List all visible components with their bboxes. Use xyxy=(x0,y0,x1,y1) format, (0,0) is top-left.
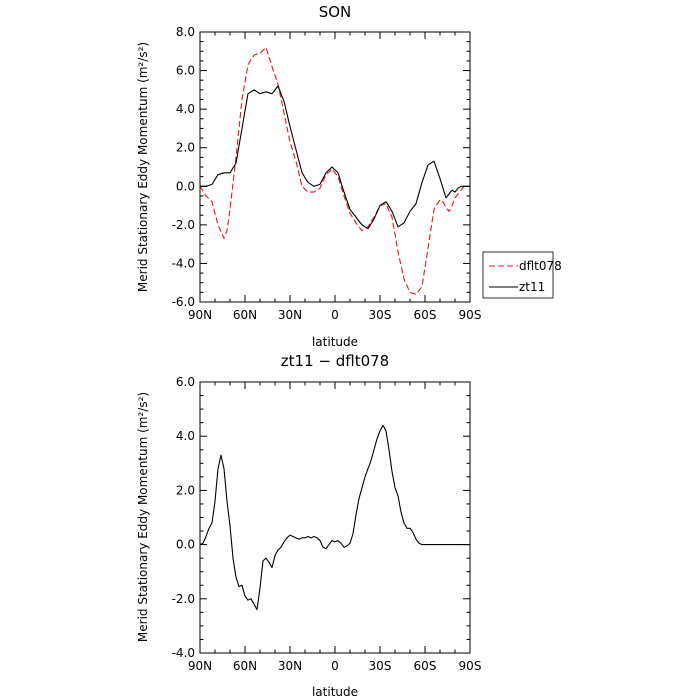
top-x-tick-label: 60S xyxy=(414,308,437,322)
top-y-tick-label: -6.0 xyxy=(172,295,195,309)
top-y-tick-label: 6.0 xyxy=(176,64,195,78)
bottom-y-ticks: -4.0 -2.0 0.0 2.0 4.0 6.0 xyxy=(172,375,470,660)
bottom-plot-frame xyxy=(199,381,471,654)
bottom-series-line-difference xyxy=(199,424,470,611)
bottom-y-tick-label: -4.0 xyxy=(172,646,195,660)
bottom-x-ticks: 90N 60N 30N 0 30S 60S 90S xyxy=(188,382,482,673)
top-plot-frame xyxy=(199,31,471,303)
bottom-y-tick-label: 4.0 xyxy=(176,429,195,443)
bottom-x-tick-label: 60N xyxy=(233,659,257,673)
bottom-y-axis-label: Merid Stationary Eddy Momentum (m²/s²) xyxy=(136,392,150,642)
bottom-x-tick-label: 60S xyxy=(414,659,437,673)
top-x-tick-label: 60N xyxy=(233,308,257,322)
top-x-ticks: 90N 60N 30N 0 30S 60S 90S xyxy=(188,32,482,322)
top-panel: SON -6.0 -4.0 -2.0 0.0 2.0 4.0 6.0 8.0 90N 60N 30… xyxy=(136,3,562,349)
bottom-y-tick-label: 6.0 xyxy=(176,375,195,389)
bottom-chart-title: zt11 − dflt078 xyxy=(281,352,389,370)
top-x-tick-label: 90S xyxy=(459,308,482,322)
legend-label-zt11: zt11 xyxy=(519,280,545,294)
top-y-axis-label: Merid Stationary Eddy Momentum (m²/s²) xyxy=(136,42,150,292)
top-y-tick-label: 0.0 xyxy=(176,179,195,193)
top-x-tick-label: 30S xyxy=(369,308,392,322)
legend: dflt078 zt11 xyxy=(482,251,562,299)
legend-label-dflt078: dflt078 xyxy=(519,259,562,273)
bottom-x-axis-label: latitude xyxy=(312,685,358,699)
top-series-line-dflt078 xyxy=(199,46,470,295)
bottom-x-tick-label: 30N xyxy=(278,659,302,673)
bottom-y-tick-label: 2.0 xyxy=(176,483,195,497)
top-y-ticks: -6.0 -4.0 -2.0 0.0 2.0 4.0 6.0 8.0 xyxy=(172,25,470,309)
top-x-tick-label: 90N xyxy=(188,308,212,322)
bottom-x-tick-label: 30S xyxy=(369,659,392,673)
top-x-tick-label: 0 xyxy=(331,308,339,322)
top-chart-title: SON xyxy=(319,3,352,21)
top-y-tick-label: 4.0 xyxy=(176,102,195,116)
bottom-x-tick-label: 90S xyxy=(459,659,482,673)
bottom-series xyxy=(199,424,470,611)
top-y-tick-label: -2.0 xyxy=(172,218,195,232)
top-y-tick-label: -4.0 xyxy=(172,256,195,270)
bottom-x-tick-label: 0 xyxy=(331,659,339,673)
bottom-y-tick-label: -2.0 xyxy=(172,592,195,606)
top-y-tick-label: 8.0 xyxy=(176,25,195,39)
top-series xyxy=(199,46,470,295)
top-y-tick-label: 2.0 xyxy=(176,141,195,155)
bottom-y-tick-label: 0.0 xyxy=(176,538,195,552)
bottom-x-tick-label: 90N xyxy=(188,659,212,673)
bottom-panel: zt11 − dflt078 -4.0 -2.0 0.0 2.0 4.0 6.0 90N 6… xyxy=(136,352,481,699)
top-x-axis-label: latitude xyxy=(312,335,358,349)
top-x-tick-label: 30N xyxy=(278,308,302,322)
legend-box xyxy=(482,251,554,299)
top-series-line-zt11 xyxy=(200,85,470,230)
